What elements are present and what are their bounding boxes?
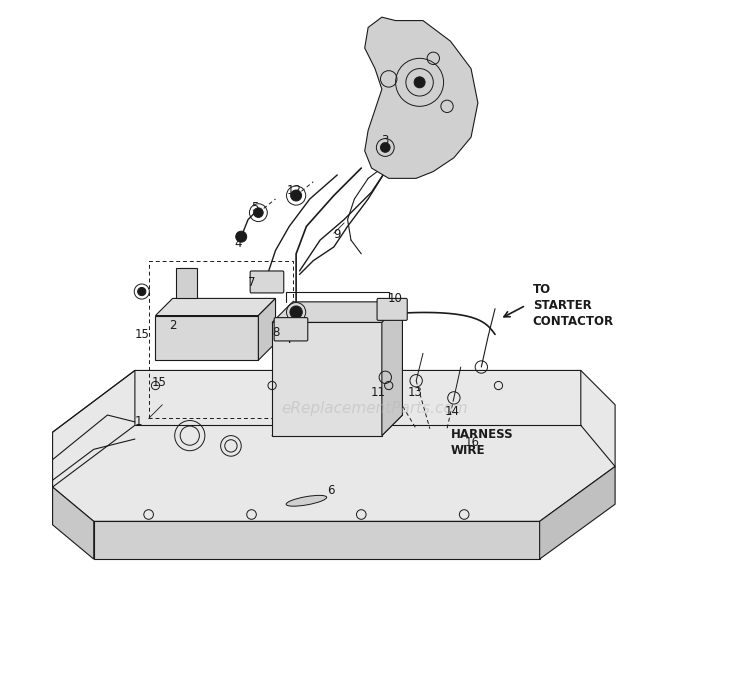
FancyBboxPatch shape xyxy=(274,318,308,341)
Text: 8: 8 xyxy=(272,327,279,339)
Text: TO
STARTER
CONTACTOR: TO STARTER CONTACTOR xyxy=(532,283,614,328)
Polygon shape xyxy=(382,302,403,436)
Text: 9: 9 xyxy=(334,228,341,241)
Text: +: + xyxy=(285,335,294,345)
Circle shape xyxy=(254,208,263,217)
Text: 13: 13 xyxy=(407,386,422,399)
Text: 15: 15 xyxy=(152,375,166,388)
Polygon shape xyxy=(94,521,540,559)
Polygon shape xyxy=(176,268,197,298)
Text: 4: 4 xyxy=(234,237,242,250)
Polygon shape xyxy=(259,298,275,360)
Polygon shape xyxy=(272,302,403,322)
Text: 11: 11 xyxy=(371,386,386,399)
Text: 14: 14 xyxy=(444,405,459,418)
Text: 7: 7 xyxy=(248,276,255,289)
FancyBboxPatch shape xyxy=(251,271,284,293)
Text: 6: 6 xyxy=(327,484,334,497)
Polygon shape xyxy=(272,322,382,436)
Polygon shape xyxy=(155,316,259,360)
Text: 2: 2 xyxy=(169,320,176,332)
Ellipse shape xyxy=(286,495,327,506)
Circle shape xyxy=(290,190,302,201)
Text: 1: 1 xyxy=(134,416,142,428)
FancyBboxPatch shape xyxy=(377,298,407,320)
Circle shape xyxy=(138,287,146,296)
Text: 12: 12 xyxy=(286,185,302,197)
Text: 10: 10 xyxy=(388,292,403,305)
Polygon shape xyxy=(53,370,615,521)
Polygon shape xyxy=(540,466,615,559)
Circle shape xyxy=(414,77,425,88)
Polygon shape xyxy=(53,487,94,559)
Circle shape xyxy=(236,231,247,242)
Text: eReplacementParts.com: eReplacementParts.com xyxy=(282,401,468,416)
Polygon shape xyxy=(364,17,478,178)
Text: 15: 15 xyxy=(134,327,149,340)
Circle shape xyxy=(290,306,302,318)
Circle shape xyxy=(380,143,390,152)
Text: 16: 16 xyxy=(465,436,480,449)
Polygon shape xyxy=(155,298,275,316)
Text: 5: 5 xyxy=(251,201,259,213)
Text: 3: 3 xyxy=(382,134,389,147)
Text: HARNESS
WIRE: HARNESS WIRE xyxy=(451,428,513,457)
